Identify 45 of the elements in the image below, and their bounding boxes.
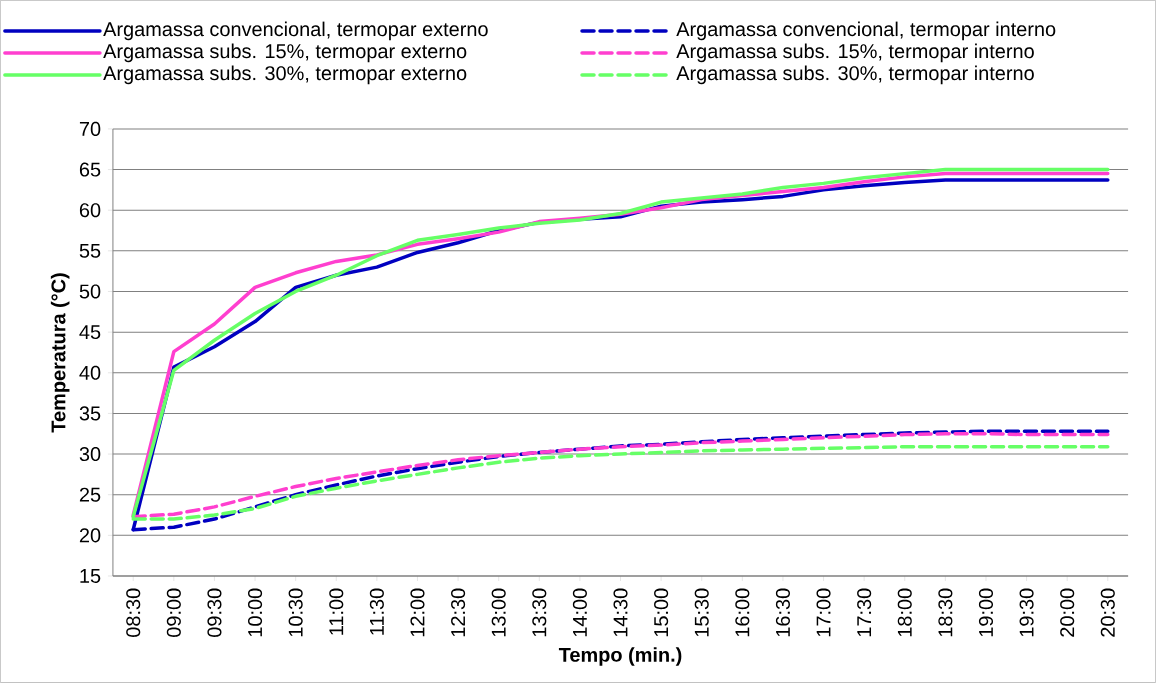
y-axis-title: Temperatura (°C) — [50, 273, 70, 433]
x-axis-title: Tempo (min.) — [558, 647, 682, 666]
legend-label: Argamassa convencional, termopar externo — [103, 21, 488, 41]
y-tick-label: 20 — [79, 528, 101, 543]
x-tick-label: 17:00 — [816, 588, 831, 637]
x-tick-label: 08:30 — [126, 588, 141, 637]
y-tick-label: 40 — [79, 365, 101, 380]
x-tick-label: 16:00 — [735, 588, 750, 637]
x-tick-label: 10:30 — [288, 588, 303, 637]
legend-label: Argamassa subs. 30%, termopar interno — [676, 65, 1034, 85]
x-tick-label: 16:30 — [775, 588, 790, 637]
x-tick-label: 17:30 — [857, 588, 872, 637]
x-tick-label: 10:00 — [248, 588, 263, 637]
y-tick-label: 60 — [79, 203, 101, 218]
legend-label: Argamassa convencional, termopar interno — [676, 21, 1056, 41]
x-tick-label: 14:00 — [572, 588, 587, 637]
x-tick-label: 12:00 — [410, 588, 425, 637]
y-tick-label: 55 — [79, 243, 101, 258]
y-tick-label: 65 — [79, 162, 101, 177]
y-tick-label: 25 — [79, 487, 101, 502]
x-tick-label: 13:00 — [491, 588, 506, 637]
x-tick-label: 15:00 — [654, 588, 669, 637]
x-tick-label: 18:30 — [938, 588, 953, 637]
y-tick-label: 15 — [80, 569, 101, 583]
x-tick-label: 19:00 — [978, 588, 994, 637]
x-tick-label: 11:00 — [329, 588, 344, 635]
x-tick-label: 09:00 — [166, 588, 181, 637]
x-tick-label: 20:30 — [1100, 588, 1115, 637]
y-tick-label: 50 — [79, 284, 101, 299]
x-tick-label: 19:30 — [1019, 588, 1034, 637]
y-tick-label: 35 — [79, 406, 101, 421]
y-tick-label: 45 — [79, 325, 101, 340]
legend-label: Argamassa subs. 30%, termopar externo — [103, 65, 467, 85]
x-tick-label: 12:30 — [451, 588, 466, 637]
x-tick-label: 18:00 — [897, 588, 912, 637]
x-tick-label: 20:00 — [1060, 588, 1075, 637]
x-tick-label: 15:30 — [694, 588, 709, 637]
x-tick-label: 14:30 — [613, 588, 628, 637]
x-tick-label: 09:30 — [207, 588, 222, 637]
x-tick-label: 11:30 — [369, 588, 384, 635]
x-tick-label: 13:30 — [532, 588, 547, 637]
legend-label: Argamassa subs. 15%, termopar interno — [676, 43, 1034, 63]
y-tick-label: 70 — [79, 121, 101, 137]
y-tick-label: 30 — [79, 447, 101, 462]
legend-label: Argamassa subs. 15%, termopar externo — [103, 43, 467, 63]
